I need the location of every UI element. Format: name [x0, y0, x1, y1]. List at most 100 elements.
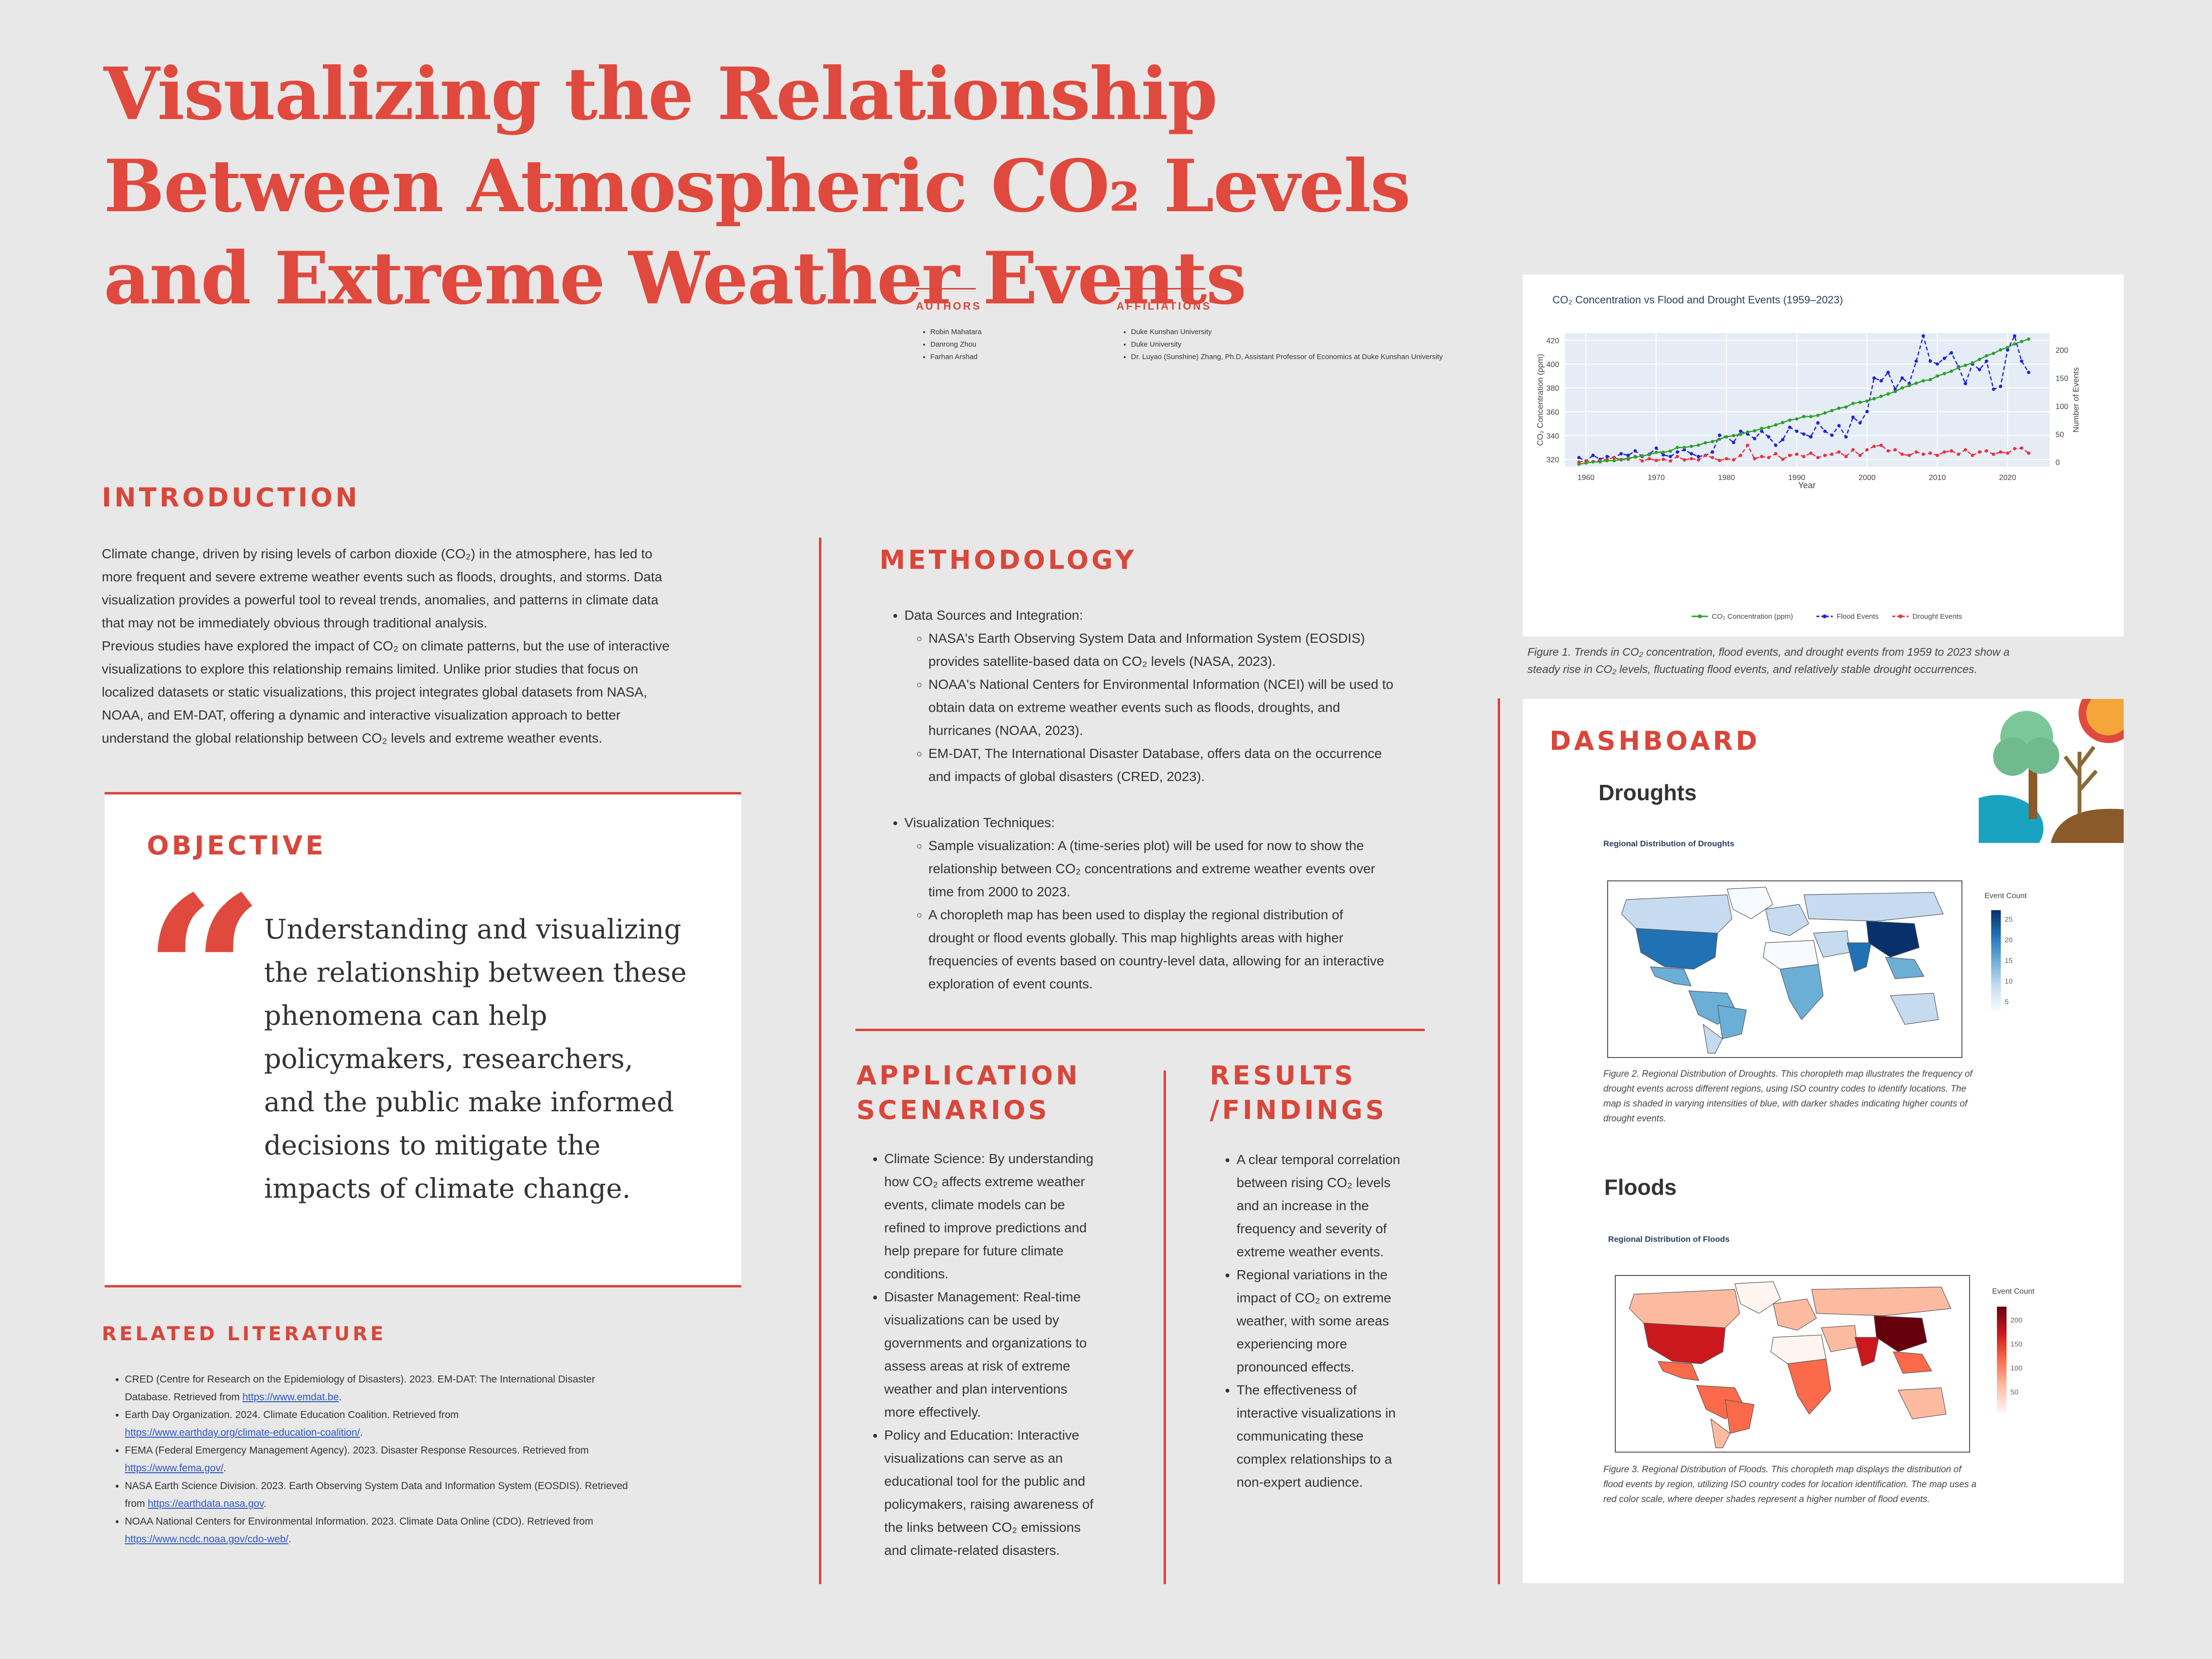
data-point[interactable]	[1591, 460, 1595, 464]
reference-link[interactable]: https://www.fema.gov/	[125, 1463, 224, 1474]
data-point[interactable]	[1837, 450, 1841, 454]
data-point[interactable]	[1802, 415, 1806, 419]
data-point[interactable]	[1753, 429, 1756, 433]
data-point[interactable]	[1922, 334, 1925, 338]
data-point[interactable]	[1978, 358, 1982, 361]
data-point[interactable]	[1710, 440, 1714, 444]
data-point[interactable]	[1696, 443, 1700, 447]
data-point[interactable]	[1689, 445, 1693, 448]
data-point[interactable]	[1739, 454, 1743, 457]
data-point[interactable]	[1767, 435, 1770, 439]
data-point[interactable]	[1696, 455, 1700, 458]
data-point[interactable]	[2013, 334, 2017, 338]
data-point[interactable]	[1851, 415, 1855, 419]
country-region-russia[interactable]	[1803, 892, 1944, 922]
data-point[interactable]	[1816, 421, 1820, 425]
data-point[interactable]	[1984, 359, 1988, 363]
data-point[interactable]	[1830, 409, 1834, 412]
data-point[interactable]	[2006, 451, 2009, 455]
data-point[interactable]	[1683, 458, 1686, 462]
data-point[interactable]	[1809, 435, 1813, 439]
data-point[interactable]	[1851, 448, 1855, 452]
country-region-africa-south[interactable]	[1787, 1358, 1831, 1415]
data-point[interactable]	[1605, 455, 1609, 458]
data-point[interactable]	[1978, 450, 1982, 454]
data-point[interactable]	[1704, 454, 1707, 457]
data-point[interactable]	[1788, 425, 1791, 429]
data-point[interactable]	[1971, 454, 1974, 457]
chart-legend[interactable]: CO₂ Concentration (ppm) Flood Events Droug…	[1692, 613, 1962, 621]
data-point[interactable]	[1963, 448, 1967, 452]
country-region-europe[interactable]	[1765, 904, 1809, 936]
country-region-africa-south[interactable]	[1779, 964, 1824, 1020]
co2-flood-drought-chart[interactable]: CO₂ Concentration vs Flood and Drought E…	[1523, 275, 2124, 637]
data-point[interactable]	[1816, 413, 1820, 417]
data-point[interactable]	[1936, 362, 1939, 366]
data-point[interactable]	[1802, 432, 1806, 436]
data-point[interactable]	[1978, 368, 1982, 372]
data-point[interactable]	[1999, 348, 2003, 352]
data-point[interactable]	[1928, 378, 1932, 382]
data-point[interactable]	[1591, 454, 1595, 457]
data-point[interactable]	[1774, 444, 1778, 447]
data-point[interactable]	[1612, 456, 1616, 459]
data-point[interactable]	[1886, 392, 1890, 396]
data-point[interactable]	[1739, 429, 1743, 433]
data-point[interactable]	[1809, 415, 1813, 419]
data-point[interactable]	[1725, 457, 1729, 461]
data-point[interactable]	[1626, 454, 1630, 457]
country-region-mexico[interactable]	[1657, 1361, 1699, 1381]
data-point[interactable]	[1963, 382, 1967, 385]
data-point[interactable]	[1760, 427, 1764, 431]
data-point[interactable]	[2027, 451, 2031, 455]
data-point[interactable]	[1823, 429, 1827, 433]
data-point[interactable]	[1619, 452, 1623, 456]
country-region-australia[interactable]	[1890, 993, 1939, 1025]
data-point[interactable]	[1718, 437, 1721, 441]
data-point[interactable]	[1900, 452, 1904, 456]
data-point[interactable]	[1992, 387, 1996, 391]
country-region-europe[interactable]	[1773, 1298, 1817, 1331]
data-point[interactable]	[1971, 361, 1974, 365]
country-region-brazil[interactable]	[1717, 1005, 1747, 1039]
data-point[interactable]	[1781, 421, 1785, 424]
data-point[interactable]	[1781, 438, 1785, 442]
data-point[interactable]	[1647, 457, 1651, 461]
data-point[interactable]	[1949, 449, 1953, 453]
data-point[interactable]	[1640, 454, 1644, 458]
data-point[interactable]	[1661, 457, 1665, 461]
data-point[interactable]	[1683, 445, 1686, 449]
data-point[interactable]	[1654, 446, 1658, 450]
data-point[interactable]	[2020, 446, 2023, 450]
data-point[interactable]	[1647, 453, 1651, 457]
data-point[interactable]	[1809, 451, 1813, 455]
data-point[interactable]	[1689, 452, 1693, 456]
data-point[interactable]	[1774, 452, 1778, 456]
data-point[interactable]	[1760, 455, 1764, 458]
data-point[interactable]	[1605, 459, 1609, 463]
data-point[interactable]	[1914, 381, 1918, 385]
data-point[interactable]	[1795, 429, 1799, 433]
data-point[interactable]	[1858, 421, 1862, 425]
data-point[interactable]	[1731, 441, 1735, 445]
data-point[interactable]	[1914, 450, 1918, 454]
data-point[interactable]	[1619, 457, 1623, 461]
data-point[interactable]	[1865, 448, 1869, 452]
data-point[interactable]	[1718, 433, 1721, 437]
data-point[interactable]	[1675, 450, 1679, 454]
data-point[interactable]	[1984, 449, 1988, 453]
data-point[interactable]	[1767, 425, 1770, 429]
data-point[interactable]	[1942, 372, 1946, 375]
data-point[interactable]	[1725, 435, 1729, 439]
country-region-southeast-asia[interactable]	[1885, 957, 1924, 979]
country-region-usa[interactable]	[1643, 1322, 1726, 1364]
data-point[interactable]	[1872, 397, 1876, 401]
data-point[interactable]	[1633, 449, 1637, 453]
data-point[interactable]	[1823, 411, 1827, 415]
data-point[interactable]	[2006, 346, 2009, 349]
data-point[interactable]	[1865, 410, 1869, 414]
data-point[interactable]	[1949, 369, 1953, 373]
data-point[interactable]	[1675, 445, 1679, 449]
data-point[interactable]	[1886, 371, 1890, 374]
data-point[interactable]	[1704, 441, 1707, 445]
